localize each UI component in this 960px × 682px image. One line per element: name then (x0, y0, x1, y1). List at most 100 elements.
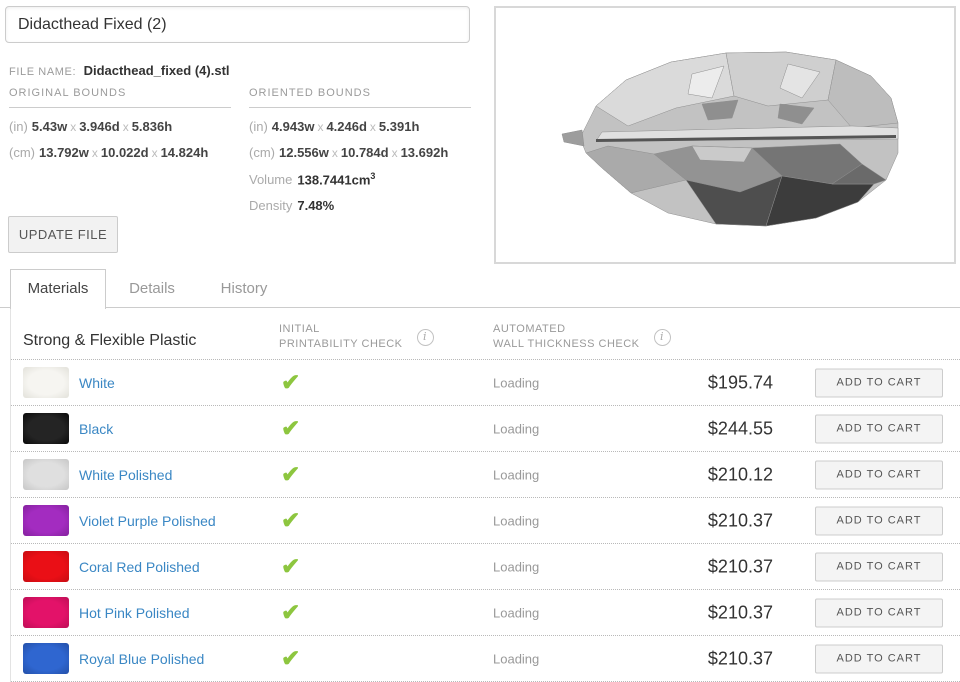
dimension-value: 5.43w (31, 119, 68, 134)
dimension-value: 13.792w (39, 145, 89, 160)
material-link[interactable]: White (79, 374, 115, 391)
oriented-bounds-heading: ORIENTED BOUNDS (249, 87, 471, 108)
volume-exponent: 3 (370, 171, 376, 181)
material-swatch[interactable] (23, 597, 69, 628)
bounds-row: (cm) 13.792w x 10.022d x 14.824h (9, 145, 231, 160)
material-row: White ✔ Loading $195.74 ADD TO CART (11, 360, 960, 406)
material-link[interactable]: Black (79, 420, 114, 437)
material-row: Black ✔ Loading $244.55 ADD TO CART (11, 406, 960, 452)
tab-materials[interactable]: Materials (10, 269, 106, 309)
dimension-separator: x (391, 146, 398, 160)
tab-history[interactable]: History (220, 280, 268, 297)
model-viewer[interactable] (494, 6, 956, 264)
add-to-cart-button[interactable]: ADD TO CART (815, 552, 943, 581)
material-price: $195.74 (707, 372, 773, 392)
dimension-value: 5.391h (378, 119, 420, 134)
materials-panel: Strong & Flexible Plastic INITIAL PRINTAB… (10, 308, 960, 682)
model-3d-preview (561, 51, 899, 227)
material-link[interactable]: Hot Pink Polished (79, 604, 190, 621)
wall-check-status: Loading (493, 605, 540, 620)
material-group-title: Strong & Flexible Plastic (23, 332, 197, 349)
model-summary-section: FILE NAME: Didacthead_fixed (4).stl ORIG… (0, 0, 960, 269)
add-to-cart-button[interactable]: ADD TO CART (815, 644, 943, 673)
column-header-label: INITIAL PRINTABILITY CHECK (279, 322, 403, 352)
material-swatch[interactable] (23, 505, 69, 536)
dimension-value: 4.943w (271, 119, 315, 134)
dimension-value: 10.784d (340, 145, 389, 160)
dimension-value: 5.836h (131, 119, 173, 134)
original-bounds-heading: ORIGINAL BOUNDS (9, 87, 231, 108)
column-header-line1: INITIAL (279, 323, 320, 336)
dimension-value: 10.022d (100, 145, 149, 160)
dimension-separator: x (331, 146, 338, 160)
file-name-label: FILE NAME: (9, 66, 77, 78)
material-row: Coral Red Polished ✔ Loading $210.37 ADD TO … (11, 544, 960, 590)
bounds-row: (in) 4.943w x 4.246d x 5.391h (249, 119, 471, 134)
printability-pass-icon: ✔ (281, 506, 301, 533)
column-header-line1: AUTOMATED (493, 323, 566, 336)
dimension-value: 3.946d (79, 119, 120, 134)
material-swatch[interactable] (23, 643, 69, 674)
info-icon[interactable]: i (653, 328, 671, 346)
wall-thickness-column-header: AUTOMATED WALL THICKNESS CHECK i (493, 322, 671, 352)
bounds-row: (cm) 12.556w x 10.784d x 13.692h (249, 145, 471, 160)
material-link[interactable]: Royal Blue Polished (79, 650, 205, 667)
dimension-value: 13.692h (400, 145, 449, 160)
column-header-line2: WALL THICKNESS CHECK (493, 338, 640, 351)
material-swatch[interactable] (23, 459, 69, 490)
wall-check-status: Loading (493, 559, 540, 574)
update-file-button[interactable]: UPDATE FILE (8, 216, 118, 253)
wall-check-status: Loading (493, 651, 540, 666)
volume-label: Volume (249, 172, 293, 188)
info-icon[interactable]: i (416, 328, 434, 346)
dimension-value: 14.824h (160, 145, 209, 160)
add-to-cart-button[interactable]: ADD TO CART (815, 414, 943, 443)
density-label: Density (249, 198, 293, 214)
material-price: $210.37 (707, 602, 773, 622)
add-to-cart-button[interactable]: ADD TO CART (815, 506, 943, 535)
unit-label: (in) (249, 119, 268, 134)
unit-label: (cm) (249, 145, 275, 160)
printability-pass-icon: ✔ (281, 414, 301, 441)
model-title-input[interactable] (5, 6, 470, 43)
wall-check-status: Loading (493, 375, 540, 390)
material-row: Violet Purple Polished ✔ Loading $210.37 ADD… (11, 498, 960, 544)
add-to-cart-button[interactable]: ADD TO CART (815, 368, 943, 397)
density-line: Density 7.48% (249, 198, 471, 213)
unit-label: (cm) (9, 145, 35, 160)
material-swatch[interactable] (23, 367, 69, 398)
material-link[interactable]: Coral Red Polished (79, 558, 200, 575)
dimension-separator: x (70, 120, 77, 134)
printability-pass-icon: ✔ (281, 460, 301, 487)
add-to-cart-button[interactable]: ADD TO CART (815, 598, 943, 627)
material-swatch[interactable] (23, 413, 69, 444)
density-value: 7.48% (297, 198, 335, 214)
file-name-line: FILE NAME: Didacthead_fixed (4).stl (9, 62, 230, 80)
add-to-cart-button[interactable]: ADD TO CART (815, 460, 943, 489)
dimension-separator: x (317, 120, 324, 134)
volume-value: 138.7441cm (297, 172, 371, 188)
dimension-separator: x (91, 146, 98, 160)
printability-pass-icon: ✔ (281, 552, 301, 579)
material-price: $210.37 (707, 648, 773, 668)
dimension-value: 4.246d (326, 119, 367, 134)
dimension-separator: x (122, 120, 129, 134)
oriented-bounds-block: ORIENTED BOUNDS (in) 4.943w x 4.246d x 5.391h… (249, 87, 471, 213)
column-header-line2: PRINTABILITY CHECK (279, 338, 403, 351)
dimension-value: 12.556w (279, 145, 329, 160)
material-link[interactable]: Violet Purple Polished (79, 512, 216, 529)
tab-bar: Materials Details History (0, 269, 960, 309)
tab-details[interactable]: Details (129, 280, 175, 297)
material-swatch[interactable] (23, 551, 69, 582)
bounds-row: (in) 5.43w x 3.946d x 5.836h (9, 119, 231, 134)
material-row: Hot Pink Polished ✔ Loading $210.37 ADD TO C… (11, 590, 960, 636)
material-row: Royal Blue Polished ✔ Loading $210.37 ADD TO… (11, 636, 960, 682)
printability-check-column-header: INITIAL PRINTABILITY CHECK i (279, 322, 434, 352)
material-price: $244.55 (707, 418, 773, 438)
material-link[interactable]: White Polished (79, 466, 173, 483)
unit-label: (in) (9, 119, 28, 134)
material-row: White Polished ✔ Loading $210.12 ADD TO CART (11, 452, 960, 498)
file-name-value: Didacthead_fixed (4).stl (83, 63, 230, 78)
wall-check-status: Loading (493, 513, 540, 528)
dimension-separator: x (369, 120, 376, 134)
